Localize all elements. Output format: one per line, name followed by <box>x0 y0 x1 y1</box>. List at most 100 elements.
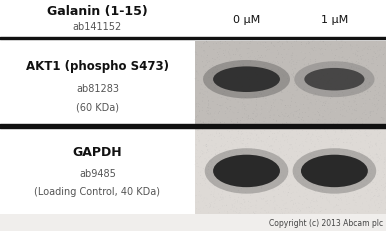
Point <box>237 206 243 210</box>
Point <box>237 110 244 114</box>
Point <box>266 70 272 74</box>
Point <box>376 188 383 192</box>
Point <box>374 153 380 156</box>
Point <box>229 153 235 157</box>
Point <box>193 143 199 147</box>
Point <box>352 173 358 176</box>
Point <box>345 173 351 176</box>
Point <box>274 174 281 178</box>
Point <box>354 161 361 164</box>
Point <box>198 87 204 91</box>
Point <box>300 143 306 147</box>
Point <box>223 101 229 104</box>
Point <box>201 51 208 55</box>
Point <box>322 134 328 137</box>
Point <box>200 120 206 124</box>
Point <box>298 173 304 177</box>
Point <box>193 126 200 130</box>
Point <box>271 189 278 192</box>
Point <box>317 210 323 213</box>
Point <box>241 175 247 179</box>
Point <box>323 141 329 144</box>
Point <box>238 141 244 145</box>
Point <box>332 195 339 199</box>
Point <box>335 138 341 142</box>
Point <box>259 80 265 83</box>
Point <box>332 64 338 67</box>
Point <box>245 80 251 84</box>
Point <box>245 76 251 80</box>
Point <box>289 62 295 66</box>
Point <box>377 94 383 97</box>
Point <box>256 178 262 181</box>
Point <box>249 77 256 81</box>
Point <box>258 139 264 142</box>
Point <box>364 47 370 51</box>
Point <box>300 69 306 73</box>
Point <box>200 152 206 156</box>
Point <box>245 76 252 80</box>
Point <box>370 118 376 122</box>
Point <box>376 169 382 172</box>
Point <box>256 76 262 79</box>
Point <box>351 152 357 156</box>
Point <box>325 128 331 132</box>
Point <box>228 208 234 212</box>
Point <box>208 164 214 168</box>
Point <box>334 171 340 175</box>
Point <box>235 168 242 172</box>
Point <box>369 57 376 61</box>
Point <box>302 122 308 126</box>
Point <box>249 67 255 70</box>
Point <box>198 83 204 86</box>
Point <box>373 81 379 85</box>
Point <box>317 109 323 112</box>
Point <box>365 132 371 136</box>
Point <box>332 62 338 66</box>
Point <box>223 196 229 199</box>
Point <box>199 40 205 44</box>
Point <box>240 62 246 66</box>
Point <box>224 42 230 45</box>
Point <box>344 174 350 178</box>
Point <box>339 170 345 174</box>
Point <box>331 117 337 121</box>
Point <box>235 166 241 169</box>
Point <box>349 60 356 64</box>
Point <box>336 185 342 189</box>
Point <box>203 39 210 43</box>
Point <box>286 186 293 190</box>
Point <box>339 172 345 176</box>
Point <box>238 119 244 123</box>
Point <box>360 159 366 163</box>
Point <box>213 142 219 146</box>
Point <box>361 47 367 51</box>
Point <box>310 194 316 198</box>
Point <box>294 82 300 86</box>
Point <box>243 96 249 100</box>
Point <box>315 118 322 122</box>
Point <box>353 79 359 82</box>
Point <box>350 90 356 93</box>
Point <box>314 131 320 135</box>
Point <box>259 164 266 168</box>
Point <box>296 194 303 198</box>
Point <box>206 174 212 178</box>
Point <box>207 80 213 84</box>
Point <box>266 71 273 75</box>
Point <box>265 129 271 133</box>
Point <box>311 152 317 156</box>
Point <box>272 79 278 82</box>
Point <box>212 167 218 170</box>
Point <box>220 49 227 52</box>
Point <box>313 190 319 194</box>
Point <box>379 116 386 120</box>
Point <box>381 182 386 186</box>
Point <box>311 94 317 97</box>
Point <box>315 181 321 185</box>
Point <box>206 134 212 137</box>
Point <box>315 140 322 143</box>
Point <box>336 136 342 140</box>
Point <box>302 145 308 149</box>
Point <box>282 69 288 73</box>
